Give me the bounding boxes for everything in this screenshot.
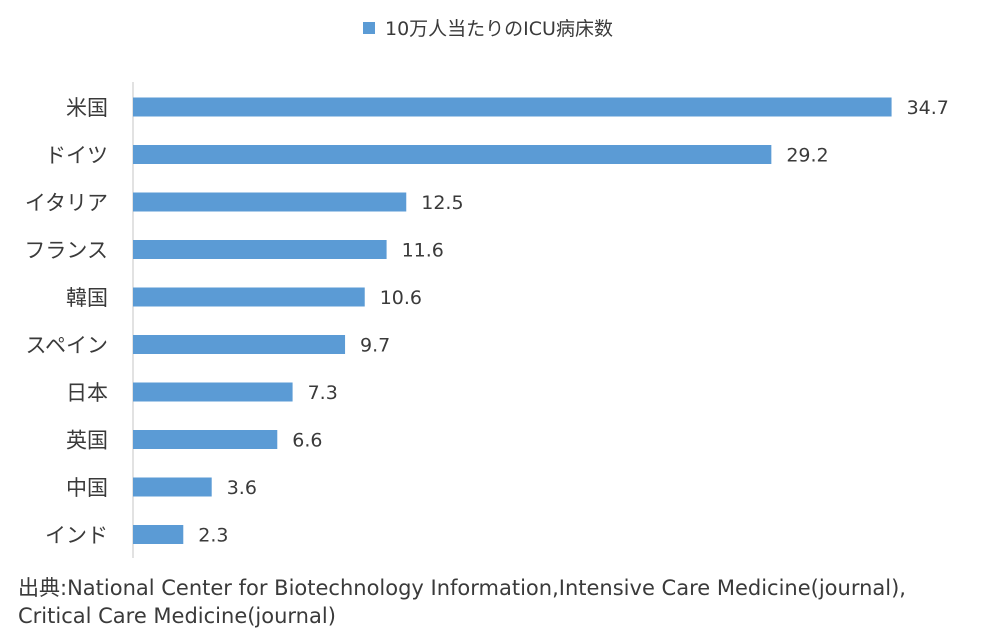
data-label: 10.6 xyxy=(380,287,422,309)
legend-swatch xyxy=(363,22,375,34)
category-label: 日本 xyxy=(66,381,108,405)
data-label: 9.7 xyxy=(360,335,390,357)
bar xyxy=(133,192,407,212)
category-label: 韓国 xyxy=(66,286,108,310)
bar xyxy=(133,287,365,307)
category-label: イタリア xyxy=(25,191,108,215)
bar xyxy=(133,430,278,449)
data-label: 6.6 xyxy=(292,430,322,452)
data-label: 34.7 xyxy=(907,97,949,119)
category-label: スペイン xyxy=(25,334,108,358)
legend-label: 10万人当たりのICU病床数 xyxy=(385,18,613,40)
category-label: 英国 xyxy=(66,429,108,453)
bars xyxy=(133,97,892,544)
category-label: 米国 xyxy=(66,96,108,120)
data-labels: 34.7 29.2 12.5 11.6 10.6 9.7 7.3 6.6 3.6 2.3 xyxy=(198,97,949,547)
bar-chart: 10万人当たりのICU病床数 米国ドイツイタリアフランス韓国スペイン日本英国中国… xyxy=(24,18,949,558)
bar xyxy=(133,525,184,544)
data-label: 11.6 xyxy=(402,240,444,262)
data-label: 29.2 xyxy=(786,145,828,167)
bar xyxy=(133,240,387,259)
data-label: 7.3 xyxy=(308,382,338,404)
source-note: 出典:National Center for Biotechnology Inf… xyxy=(18,574,988,630)
bar xyxy=(133,97,892,117)
data-label: 12.5 xyxy=(421,192,463,214)
bar xyxy=(133,145,772,164)
category-label: インド xyxy=(45,524,108,548)
data-label: 3.6 xyxy=(227,477,257,499)
legend: 10万人当たりのICU病床数 xyxy=(363,18,613,40)
bar xyxy=(133,477,212,497)
category-label: 中国 xyxy=(66,476,108,500)
bar xyxy=(133,335,346,354)
bar xyxy=(133,382,293,402)
category-label: ドイツ xyxy=(45,144,108,168)
data-label: 2.3 xyxy=(198,525,228,547)
source-line-2: Critical Care Medicine(journal) xyxy=(18,604,336,628)
source-line-1: 出典:National Center for Biotechnology Inf… xyxy=(18,576,906,600)
category-label: フランス xyxy=(24,239,108,263)
